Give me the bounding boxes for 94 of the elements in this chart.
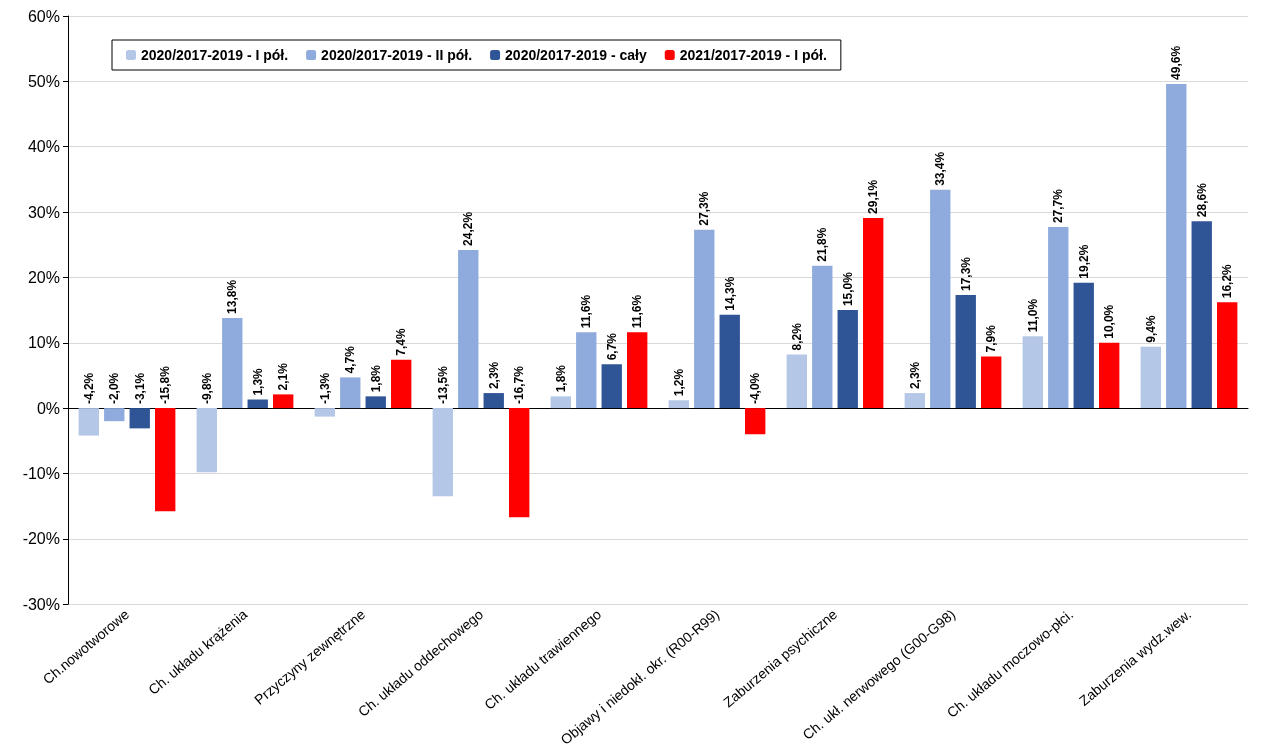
bar <box>340 377 361 409</box>
data-label: 49,6% <box>1169 45 1184 80</box>
bar <box>247 399 268 409</box>
bar <box>930 189 951 409</box>
y-tick-label: 40% <box>27 138 60 156</box>
data-label: 24,2% <box>461 211 476 246</box>
bar <box>904 393 925 409</box>
data-label: -15,8% <box>158 365 173 405</box>
bar <box>1166 83 1187 409</box>
data-label: -1,3% <box>317 372 332 405</box>
data-label: -13,5% <box>435 365 450 405</box>
bar <box>1022 336 1043 409</box>
data-label: 19,2% <box>1076 244 1091 279</box>
data-label: 1,3% <box>250 367 265 396</box>
bar <box>365 396 386 409</box>
y-tick-label: 60% <box>27 7 60 25</box>
data-label: 14,3% <box>722 276 737 311</box>
data-label: 1,8% <box>368 364 383 393</box>
data-label: 4,7% <box>343 345 358 374</box>
bar <box>1073 282 1094 409</box>
bar <box>432 408 453 497</box>
data-label: 27,7% <box>1051 188 1066 224</box>
data-label: -4,2% <box>81 372 96 405</box>
data-label: 15,0% <box>840 271 855 307</box>
data-label: 21,8% <box>815 227 830 262</box>
y-tick-label: 10% <box>27 334 60 352</box>
bar <box>837 310 858 409</box>
data-label: 1,2% <box>671 368 686 397</box>
bar <box>155 408 176 512</box>
data-label: 8,2% <box>789 322 804 351</box>
bar <box>812 265 833 409</box>
bar <box>458 249 479 409</box>
bar <box>391 359 412 409</box>
data-label: 17,3% <box>958 256 973 292</box>
legend-label: 2020/2017-2019 - II pół. <box>321 47 473 63</box>
data-label: -16,7% <box>512 365 527 405</box>
bar <box>314 408 335 417</box>
bar <box>694 229 715 409</box>
data-label: 10,0% <box>1102 304 1117 339</box>
y-tick-label: 0% <box>36 399 60 417</box>
y-tick-label: -20% <box>22 530 60 548</box>
data-label: 27,3% <box>697 191 712 226</box>
bar <box>129 408 150 429</box>
data-label: 11,6% <box>579 294 594 329</box>
bar <box>1217 302 1238 409</box>
legend-label: 2020/2017-2019 - I pół. <box>141 47 289 63</box>
bar <box>550 396 571 409</box>
bar <box>745 408 766 435</box>
data-label: -2,0% <box>107 372 122 405</box>
bar <box>509 408 530 518</box>
data-label: 1,8% <box>553 364 568 393</box>
bar <box>483 393 504 409</box>
bar <box>627 332 648 409</box>
bar <box>863 217 884 409</box>
bar <box>222 317 243 409</box>
bar <box>1191 221 1212 409</box>
data-label: 16,2% <box>1220 263 1235 299</box>
y-tick-label: 50% <box>27 72 60 90</box>
data-label: 29,1% <box>866 179 881 214</box>
data-label: 11,6% <box>630 294 645 329</box>
data-label: -3,1% <box>132 372 147 405</box>
data-label: 2,3% <box>907 361 922 390</box>
bar <box>273 394 294 409</box>
data-label: 33,4% <box>933 151 948 186</box>
data-label: 9,4% <box>1143 315 1158 343</box>
data-label: 6,7% <box>604 332 619 361</box>
data-label: 28,6% <box>1194 182 1209 218</box>
legend-label: 2020/2017-2019 - cały <box>505 47 647 63</box>
data-label: 7,4% <box>394 328 409 356</box>
data-label: 7,9% <box>984 324 999 353</box>
bar <box>786 354 807 409</box>
bar <box>1099 342 1120 409</box>
data-label: 13,8% <box>225 279 240 314</box>
data-label: -4,0% <box>748 372 763 405</box>
bar <box>981 356 1002 409</box>
y-tick-label: 30% <box>27 203 60 221</box>
data-label: 2,3% <box>486 361 501 390</box>
bar <box>1048 227 1069 409</box>
bar <box>104 408 125 422</box>
bar <box>576 332 597 409</box>
legend-label: 2021/2017-2019 - I pół. <box>679 47 827 63</box>
y-tick-label: 20% <box>27 268 60 286</box>
bar <box>668 400 689 409</box>
data-label: -9,8% <box>199 372 214 405</box>
bar <box>196 408 217 473</box>
bar <box>601 364 622 409</box>
bar <box>955 295 976 409</box>
y-tick-label: -10% <box>22 464 60 482</box>
data-label: 11,0% <box>1025 298 1040 333</box>
bar <box>1140 346 1161 409</box>
y-tick-label: -30% <box>22 595 60 613</box>
data-label: 2,1% <box>276 362 291 391</box>
bar <box>78 408 99 436</box>
bar <box>719 314 740 409</box>
